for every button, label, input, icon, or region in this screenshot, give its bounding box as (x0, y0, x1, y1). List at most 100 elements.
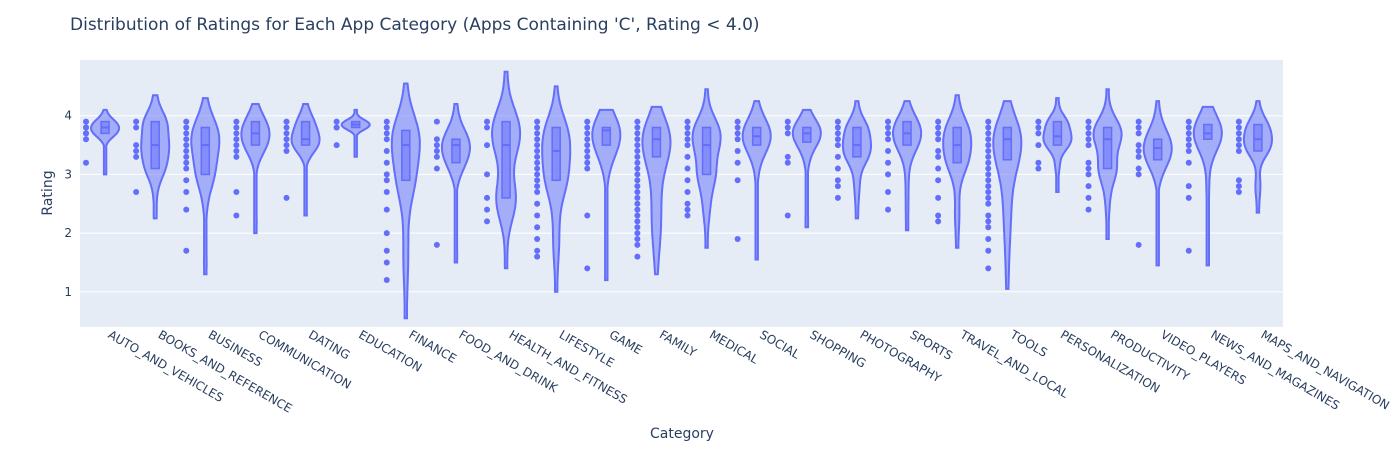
data-point (1135, 130, 1142, 137)
data-point (383, 147, 390, 154)
data-point (1235, 124, 1242, 131)
data-point (433, 142, 440, 149)
data-point (784, 118, 791, 125)
data-point (484, 142, 491, 149)
y-tick-label: 3 (64, 167, 72, 181)
violin-group (1185, 105, 1223, 267)
data-point (734, 130, 741, 137)
data-point (684, 118, 691, 125)
data-point (935, 165, 942, 172)
data-point (935, 212, 942, 219)
violin-shape (591, 108, 622, 282)
data-point (885, 136, 892, 143)
data-point (534, 200, 541, 207)
x-tick-label: SOCIAL (757, 327, 802, 361)
x-tick-label: MEDICAL (707, 327, 761, 366)
data-point (634, 230, 641, 237)
violin-group (684, 88, 722, 249)
data-point (1085, 124, 1092, 131)
data-point (1035, 165, 1042, 172)
data-point (1035, 159, 1042, 166)
data-point (684, 153, 691, 160)
data-point (484, 124, 491, 131)
data-point (383, 118, 390, 125)
data-point (233, 130, 240, 137)
data-point (83, 130, 90, 137)
data-point (383, 171, 390, 178)
data-point (834, 142, 841, 149)
violin-group (133, 94, 171, 220)
data-point (133, 142, 140, 149)
data-point (1035, 130, 1042, 137)
data-point (584, 153, 591, 160)
data-point (935, 136, 942, 143)
violin-box (1152, 138, 1163, 161)
y-tick-label: 2 (64, 226, 72, 240)
data-point (1135, 153, 1142, 160)
violin-group (634, 105, 672, 276)
data-point (985, 142, 992, 149)
data-point (985, 183, 992, 190)
data-point (584, 159, 591, 166)
data-point (784, 124, 791, 131)
data-point (534, 189, 541, 196)
violin-box (1253, 123, 1263, 152)
data-point (383, 259, 390, 266)
data-point (233, 124, 240, 131)
data-point (935, 130, 942, 137)
data-point (534, 147, 541, 154)
y-tick-label: 1 (64, 285, 72, 299)
data-point (834, 177, 841, 184)
data-point (885, 147, 892, 154)
data-point (684, 212, 691, 219)
violin-shape (791, 108, 822, 229)
violin-box (451, 138, 461, 164)
x-tick-labels: AUTO_AND_VEHICLESBOOKS_AND_REFERENCEBUSI… (106, 327, 1392, 416)
data-point (985, 136, 992, 143)
violin-group (183, 97, 221, 276)
data-point (985, 235, 992, 242)
y-tick-labels: 1 2 3 4 (64, 109, 72, 299)
data-point (985, 194, 992, 201)
data-point (383, 136, 390, 143)
data-point (985, 247, 992, 254)
violin-group (834, 100, 872, 220)
data-point (183, 142, 190, 149)
data-point (1235, 183, 1242, 190)
data-point (634, 212, 641, 219)
data-point (985, 224, 992, 231)
data-point (133, 147, 140, 154)
data-point (183, 206, 190, 213)
data-point (333, 124, 340, 131)
x-axis-title: Category (650, 426, 714, 442)
violin-group (233, 103, 271, 235)
data-point (684, 206, 691, 213)
data-point (534, 177, 541, 184)
data-point (985, 200, 992, 207)
x-tick-label: FAMILY (657, 327, 700, 360)
data-point (383, 177, 390, 184)
data-point (834, 130, 841, 137)
data-point (183, 118, 190, 125)
data-point (1085, 130, 1092, 137)
violin-box (1102, 126, 1113, 170)
x-tick-label: GAME (607, 327, 645, 357)
data-point (734, 136, 741, 143)
violin-box (401, 129, 411, 182)
data-point (534, 253, 541, 260)
data-point (734, 159, 741, 166)
data-point (433, 147, 440, 154)
data-point (233, 212, 240, 219)
data-point (885, 124, 892, 131)
data-point (383, 230, 390, 237)
data-point (634, 159, 641, 166)
data-point (985, 218, 992, 225)
data-point (433, 165, 440, 172)
data-point (634, 235, 641, 242)
data-point (584, 130, 591, 137)
data-point (133, 124, 140, 131)
data-point (484, 194, 491, 201)
data-point (534, 136, 541, 143)
violin-shape (390, 82, 421, 320)
data-point (484, 118, 491, 125)
